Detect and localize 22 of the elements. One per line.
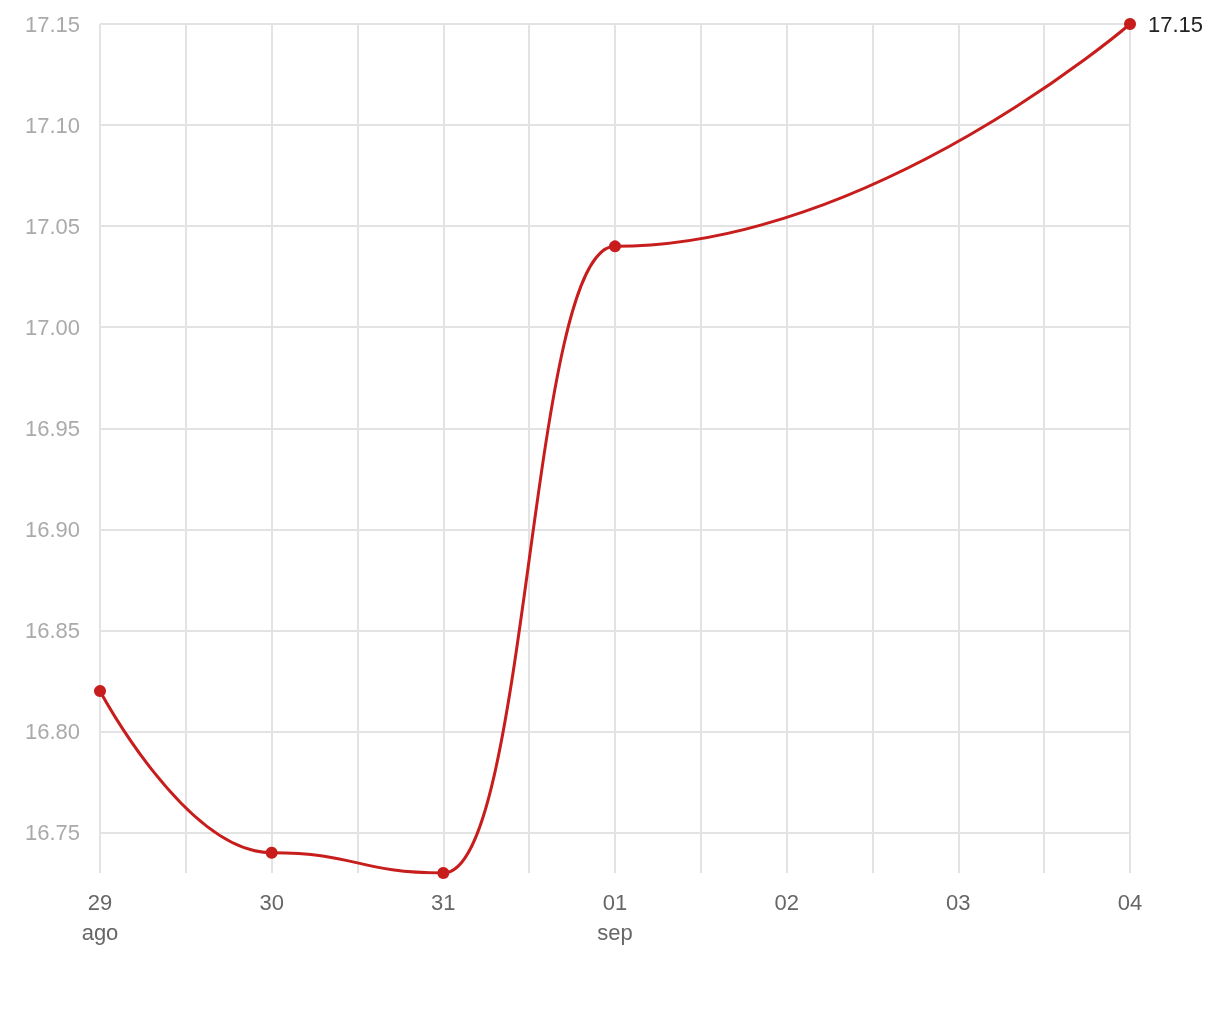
point [609, 240, 621, 253]
x-tick-label: 02 [774, 889, 799, 915]
y-tick-label: 17.15 [24, 11, 80, 37]
point [1124, 18, 1136, 30]
x-tick-label: 31 [431, 889, 456, 915]
y-tick-label: 16.95 [24, 415, 80, 441]
point [437, 867, 450, 879]
y-tick-label: 17.10 [24, 112, 80, 138]
y-tick-label: 16.75 [24, 820, 80, 846]
y-tick-label: 16.80 [24, 719, 80, 744]
x-tick-label: 03 [946, 889, 971, 915]
x-tick-label: 30 [259, 889, 284, 915]
x-tick-label: 01 sep [597, 889, 633, 945]
y-tick-label: 17.00 [24, 314, 80, 340]
x-tick-label: 04 [1117, 889, 1143, 915]
y-tick-label: 16.90 [24, 516, 80, 542]
data-label: 17.15 [1148, 11, 1204, 37]
x-tick-label: 29 ago [81, 889, 119, 945]
point [94, 685, 106, 698]
y-tick-label: 16.85 [24, 617, 80, 643]
point [265, 846, 278, 859]
y-tick-label: 17.05 [24, 213, 80, 239]
